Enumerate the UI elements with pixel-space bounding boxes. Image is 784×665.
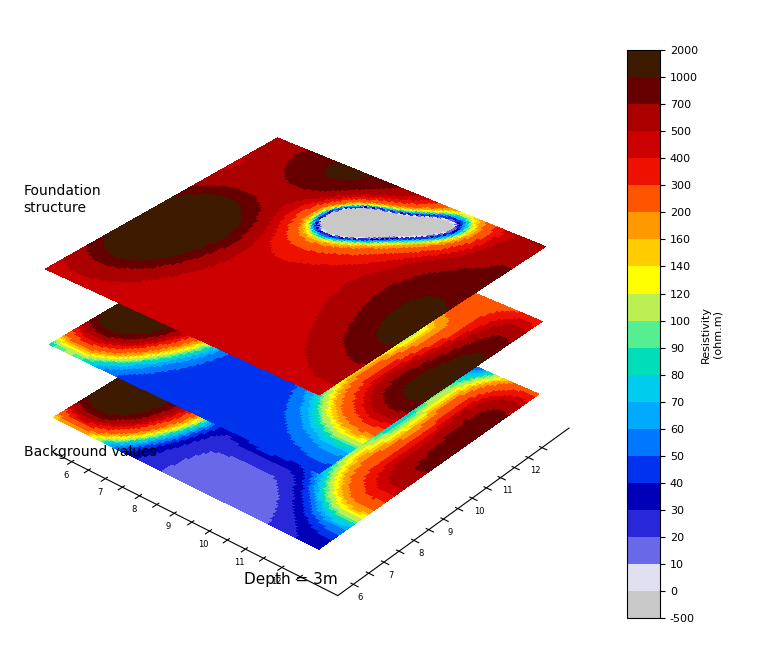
Y-axis label: Resistivity
(ohm.m): Resistivity (ohm.m) xyxy=(701,306,722,362)
Text: Background values: Background values xyxy=(24,445,156,460)
Text: Foundation
structure: Foundation structure xyxy=(24,184,101,215)
